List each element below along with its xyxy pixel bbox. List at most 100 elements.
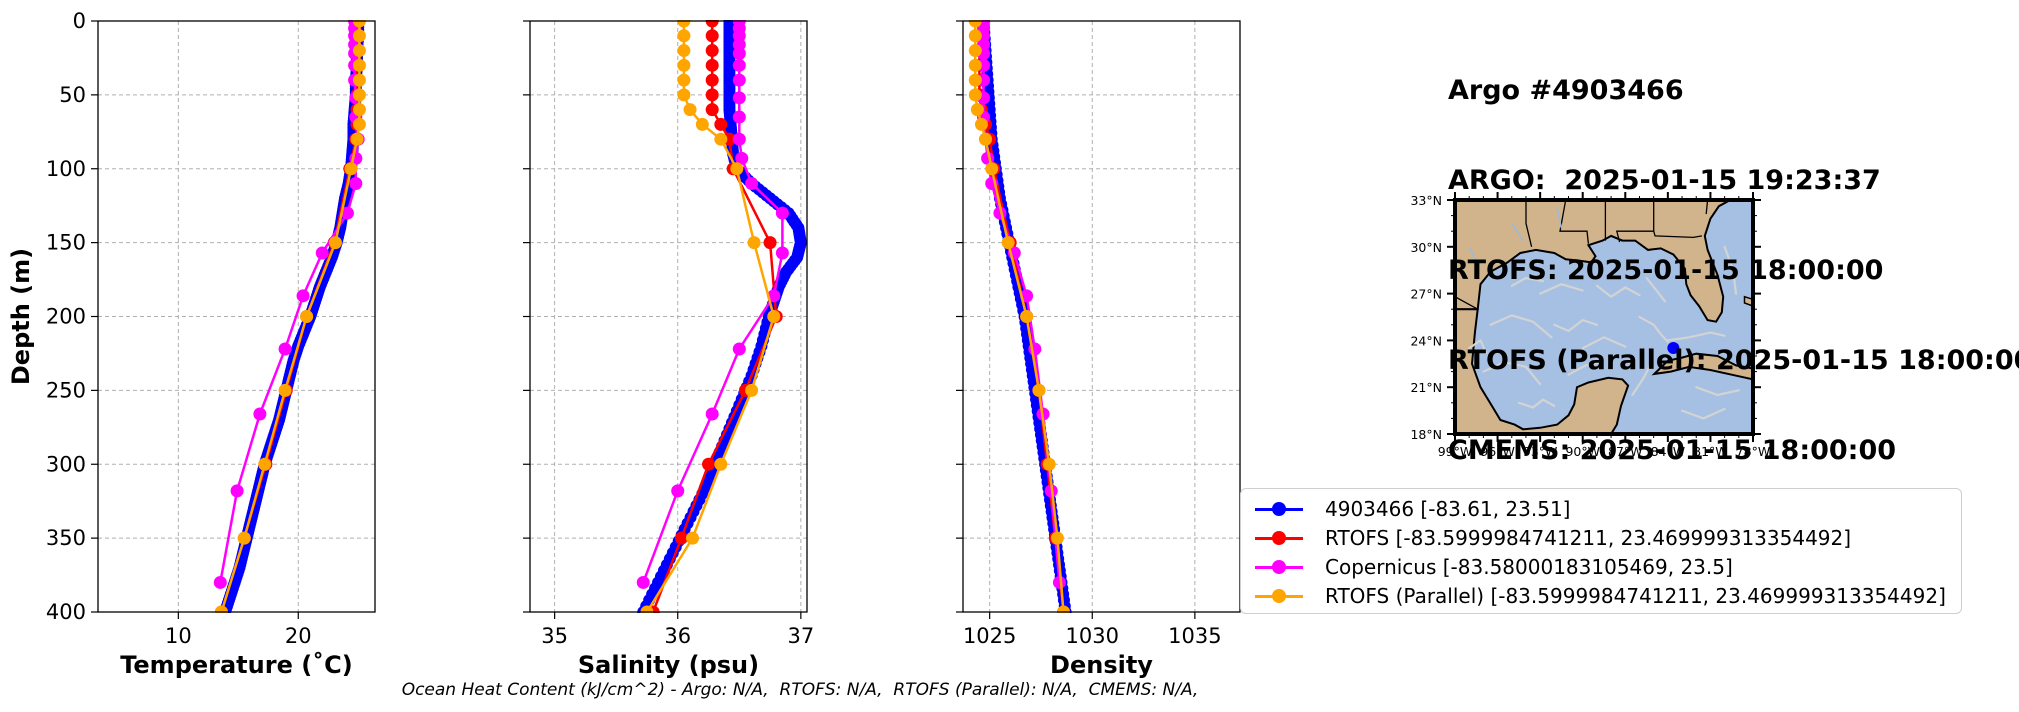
series-line-rtofs <box>651 21 778 613</box>
data-point-rtofs <box>714 117 728 131</box>
y-tick-label: 50 <box>59 83 86 107</box>
map-lon-label: 90°W <box>1565 444 1600 459</box>
x-axis-label: Salinity (psu) <box>578 651 759 679</box>
x-tick-label: 36 <box>664 624 691 648</box>
data-point-rtofs-parallel <box>352 117 366 131</box>
x-tick-label: 37 <box>787 624 814 648</box>
data-point-rtofs-parallel <box>1001 236 1015 250</box>
current-streamline <box>1517 398 1556 409</box>
data-point-rtofs <box>705 103 719 117</box>
map-lon-label: 99°W <box>1438 444 1473 459</box>
panel-1: 10 20050100150200250300350400Temperature … <box>7 9 376 679</box>
data-point-rtofs-parallel <box>714 132 728 146</box>
data-point-copernicus <box>315 246 329 260</box>
data-point-rtofs-parallel <box>352 73 366 87</box>
axes-frame <box>962 20 1241 613</box>
legend-marker <box>1255 495 1303 523</box>
map-river <box>1556 207 1563 229</box>
legend-label: RTOFS [-83.5999984741211, 23.46999931335… <box>1325 526 1852 550</box>
data-point-copernicus <box>775 246 789 260</box>
current-streamline <box>1638 315 1670 344</box>
x-tick-label: 1035 <box>1168 624 1221 648</box>
x-tick-label: 10 <box>165 624 192 648</box>
x-tick-label: 20 <box>285 624 312 648</box>
map-border <box>1653 231 1703 239</box>
map-lon-label: 96°W <box>1480 444 1515 459</box>
map-river <box>1468 246 1477 263</box>
data-point-rtofs <box>702 457 716 471</box>
map-frame <box>1453 198 1755 436</box>
data-point-rtofs-parallel <box>1042 457 1056 471</box>
data-point-rtofs <box>705 20 719 28</box>
legend-entry-argo: 4903466 [-83.61, 23.51] <box>1241 495 1570 523</box>
data-point-copernicus <box>732 342 746 356</box>
data-point-rtofs-parallel <box>352 58 366 72</box>
data-point-rtofs-parallel <box>968 88 982 102</box>
y-tick-label: 200 <box>46 305 86 329</box>
y-tick-label: 250 <box>46 378 86 402</box>
data-point-copernicus <box>732 58 746 72</box>
y-tick-label: 350 <box>46 526 86 550</box>
x-axis-label: Density <box>1050 651 1153 679</box>
land-cuba <box>1651 352 1753 381</box>
data-point-rtofs-parallel <box>974 117 988 131</box>
data-point-rtofs-parallel <box>300 310 314 323</box>
data-point-rtofs-parallel <box>968 29 982 43</box>
current-streamline <box>1482 361 1542 386</box>
legend-label: 4903466 [-83.61, 23.51] <box>1325 497 1571 521</box>
y-tick-label: 300 <box>46 452 86 476</box>
data-point-rtofs-parallel <box>677 88 691 102</box>
argo-station-marker <box>1667 342 1680 355</box>
map-lon-label: 78°W <box>1736 444 1771 459</box>
data-point-rtofs-parallel <box>745 383 759 397</box>
data-point-rtofs-parallel <box>714 457 728 471</box>
data-point-rtofs-parallel <box>352 103 366 117</box>
legend-marker <box>1255 524 1303 552</box>
y-tick-label: 150 <box>46 231 86 255</box>
data-point-rtofs <box>705 58 719 72</box>
data-point-rtofs-parallel <box>350 132 364 146</box>
map-border <box>1615 200 1655 243</box>
data-point-rtofs-parallel <box>237 531 251 545</box>
data-point-rtofs-parallel <box>968 73 982 87</box>
data-point-copernicus <box>1052 575 1066 589</box>
data-point-copernicus <box>732 47 746 61</box>
map-border <box>1705 200 1709 215</box>
series-layer <box>968 20 1072 613</box>
current-streamline <box>1723 245 1738 295</box>
data-point-copernicus <box>775 206 789 220</box>
info-line-rtofs-parallel-time: RTOFS (Parallel): 2025-01-15 18:00:00 <box>1448 345 2019 376</box>
map-border <box>1455 296 1479 310</box>
map-lat-label: 24°N <box>1410 333 1442 348</box>
data-point-rtofs-parallel <box>985 162 999 176</box>
data-point-rtofs-parallel <box>767 310 781 323</box>
data-point-rtofs-parallel <box>683 103 697 117</box>
land-north-america <box>1455 200 1753 323</box>
data-point-rtofs-parallel <box>677 20 691 28</box>
data-point-copernicus <box>636 575 650 589</box>
current-streamline <box>1666 331 1726 342</box>
ocean-heat-content-footer: Ocean Heat Content (kJ/cm^2) - Argo: N/A… <box>401 680 1199 700</box>
data-point-rtofs-parallel <box>1057 605 1071 613</box>
data-point-rtofs <box>705 29 719 43</box>
legend-entry-rtofs: RTOFS [-83.5999984741211, 23.46999931335… <box>1241 524 1851 552</box>
data-point-rtofs-parallel <box>640 605 654 613</box>
current-streamline <box>1631 362 1652 397</box>
data-point-rtofs-parallel <box>258 457 272 471</box>
data-point-copernicus <box>732 110 746 124</box>
current-streamline <box>1538 283 1584 295</box>
data-point-copernicus <box>278 342 292 356</box>
data-point-rtofs-parallel <box>677 73 691 87</box>
land-mexico <box>1455 308 1630 434</box>
map-border <box>1559 200 1590 244</box>
current-streamline <box>1553 318 1599 333</box>
data-point-copernicus <box>253 407 267 421</box>
data-point-rtofs-parallel <box>677 44 691 58</box>
data-point-rtofs-parallel <box>352 44 366 58</box>
x-axis-label: Temperature (˚C) <box>120 651 353 679</box>
data-point-copernicus <box>296 289 310 303</box>
data-point-copernicus <box>671 484 685 498</box>
legend: 4903466 [-83.61, 23.51] RTOFS [-83.59999… <box>1240 488 1962 614</box>
data-point-rtofs-parallel <box>1020 310 1034 323</box>
